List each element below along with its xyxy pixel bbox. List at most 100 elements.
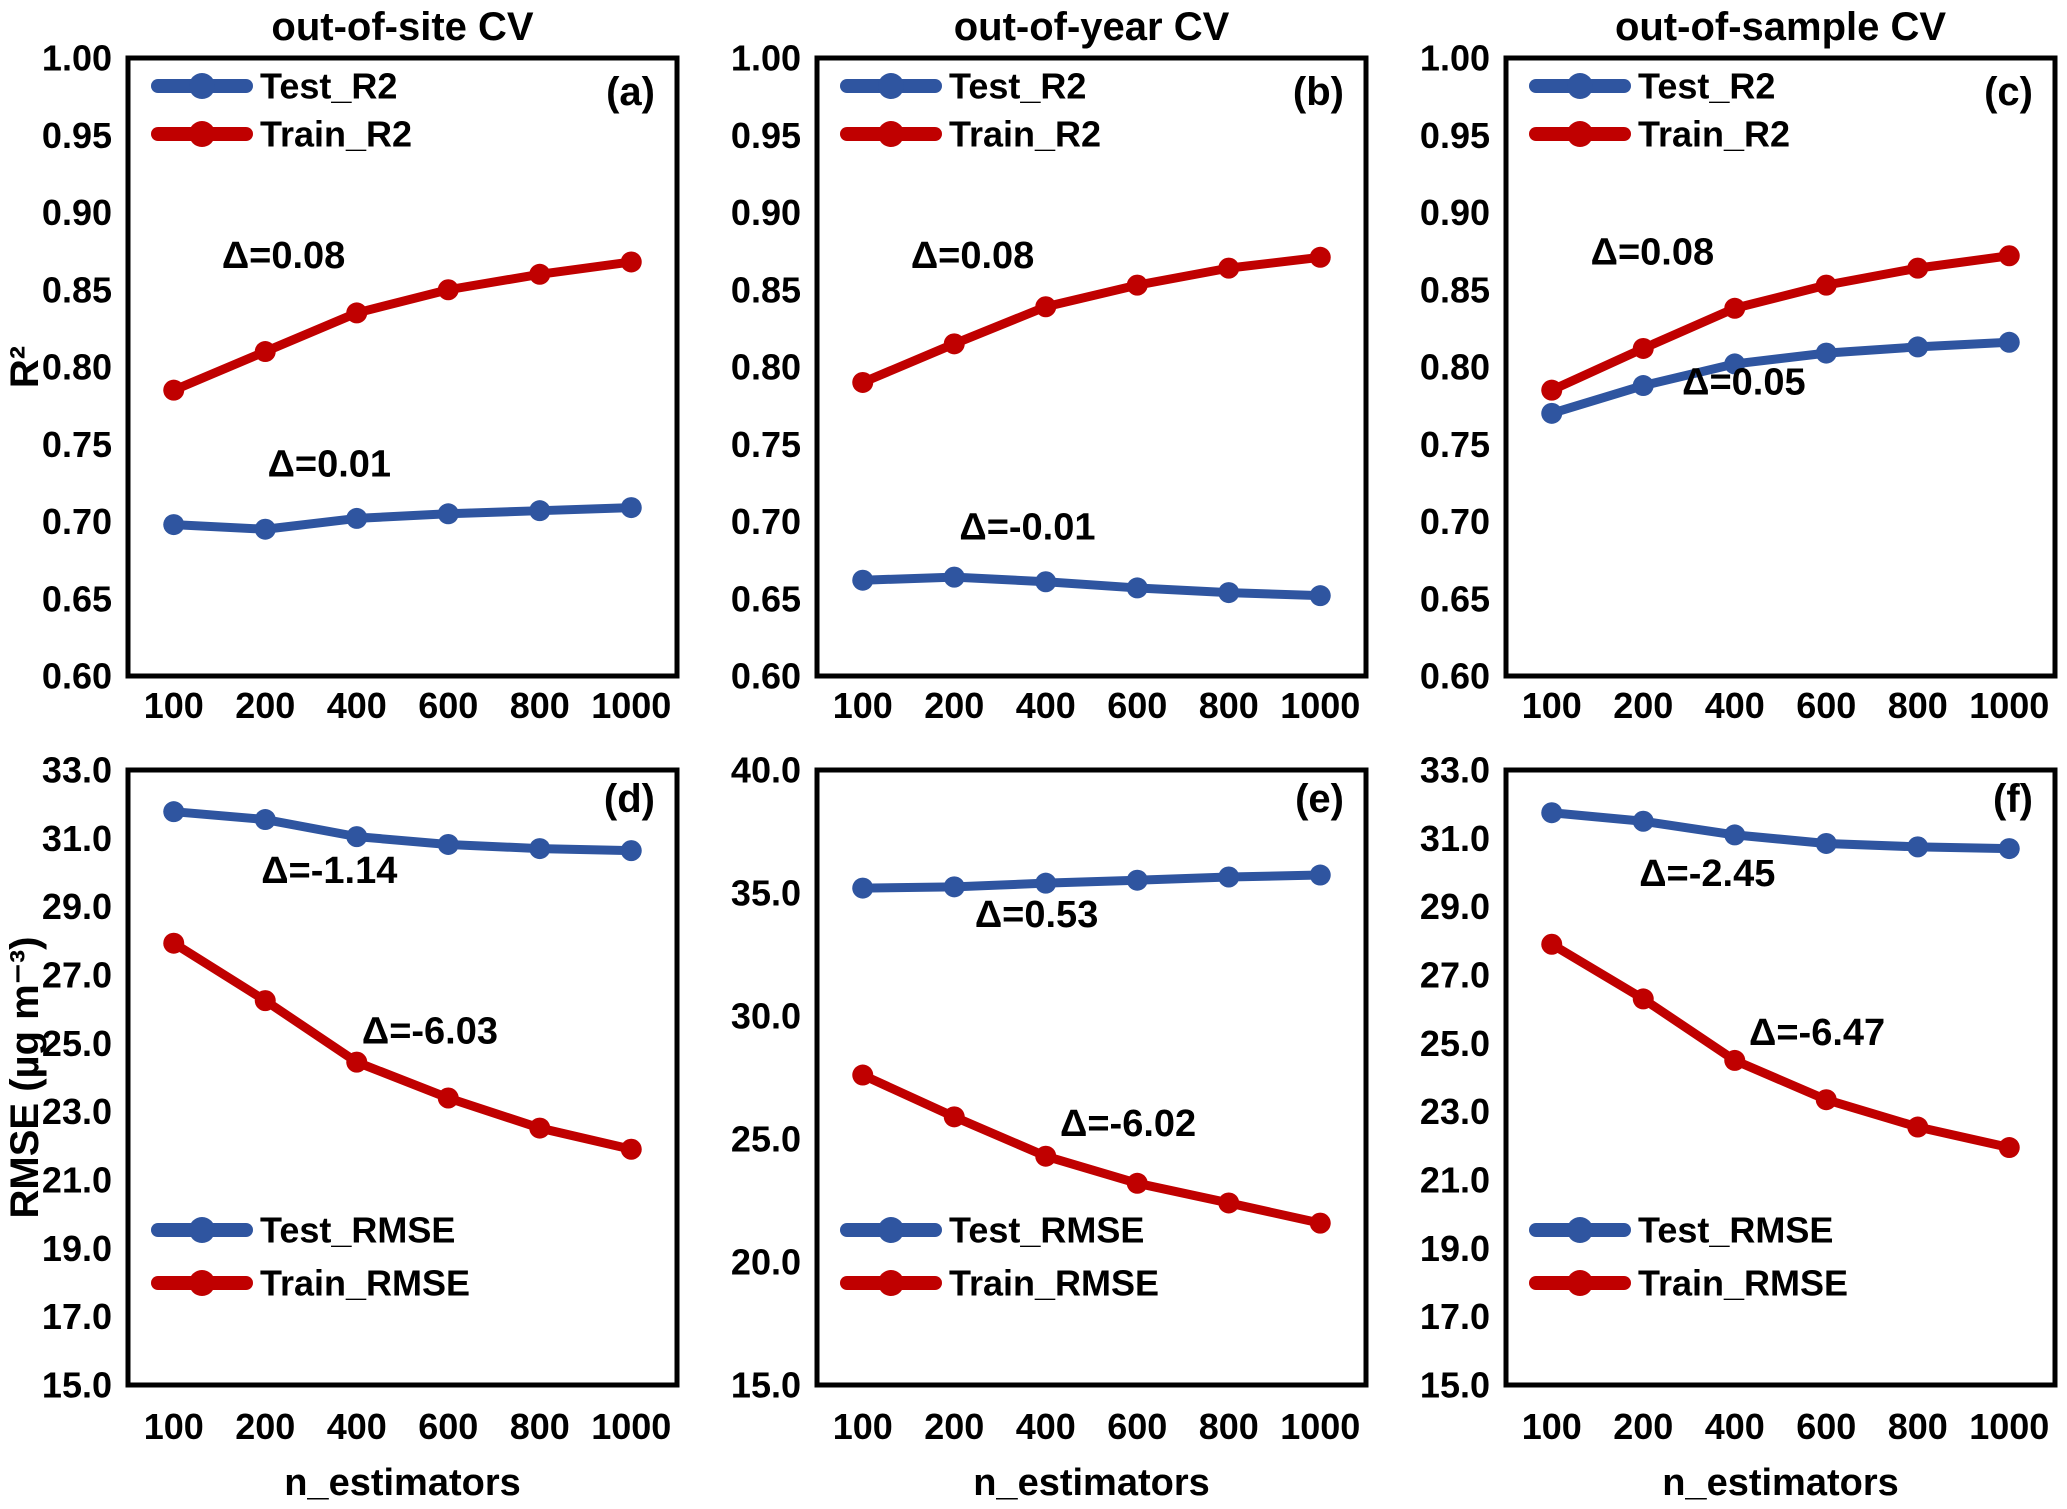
legend-label: Train_RMSE — [1638, 1263, 1848, 1304]
series-marker-test-r2 — [346, 507, 368, 529]
series-marker-train-r2 — [254, 341, 276, 363]
y-tick-label: 27.0 — [1420, 955, 1490, 996]
series-marker-train-r2 — [437, 279, 459, 301]
y-tick-label: 0.95 — [1420, 115, 1490, 156]
plot-border — [814, 767, 1369, 1388]
series-marker-test-rmse — [529, 838, 551, 860]
x-tick-label: 600 — [1107, 685, 1167, 726]
series-marker-train-rmse — [1815, 1089, 1837, 1111]
legend-marker-swatch — [189, 1270, 215, 1296]
x-tick-label: 600 — [1107, 1406, 1167, 1447]
y-tick-label: 0.85 — [42, 269, 112, 310]
series-marker-test-r2 — [1126, 577, 1148, 599]
series-marker-test-r2 — [1541, 402, 1563, 424]
x-tick-label: 600 — [1796, 1406, 1856, 1447]
plot-border — [125, 55, 680, 679]
legend-marker-swatch — [878, 1217, 904, 1243]
series-marker-test-r2 — [529, 500, 551, 522]
x-tick-label: 100 — [1522, 685, 1582, 726]
series-marker-test-rmse — [1998, 838, 2020, 860]
y-tick-label: 0.60 — [42, 656, 112, 697]
series-marker-train-r2 — [852, 371, 874, 393]
annotation-test: Δ=-2.45 — [1639, 853, 1775, 895]
x-tick-label: 800 — [1888, 1406, 1948, 1447]
annotation-test: Δ=-1.14 — [261, 850, 397, 892]
x-tick-label: 1000 — [1969, 685, 2049, 726]
series-marker-test-rmse — [1632, 810, 1654, 832]
legend-label: Test_R2 — [260, 66, 397, 107]
legend-item-test-rmse: Test_RMSE — [151, 1210, 455, 1251]
x-tick-label: 800 — [1888, 685, 1948, 726]
panel-e: 40.0 35.0 30.0 25.0 20.0 15.0 100 200 400 600 800 1… — [689, 745, 1378, 1509]
x-tick-label: 200 — [1613, 1406, 1673, 1447]
legend-item-test-rmse: Test_RMSE — [1529, 1210, 1833, 1251]
x-tick-label: 400 — [327, 1406, 387, 1447]
panel-letter-label: (c) — [1984, 70, 2033, 114]
y-tick-label: 0.85 — [731, 269, 801, 310]
x-tick-label: 800 — [510, 685, 570, 726]
x-tick-label: 400 — [1016, 685, 1076, 726]
series-marker-train-rmse — [1998, 1137, 2020, 1159]
x-axis-label: n_estimators — [284, 1462, 521, 1504]
chart-svg-d: 33.0 31.0 29.0 27.0 25.0 23.0 21.0 19.0 17.0 15.0… — [3, 750, 680, 1504]
legend-label: Test_R2 — [1638, 66, 1775, 107]
series-line-test-r2 — [858, 572, 1325, 601]
legend-item-test-r2: Test_R2 — [151, 66, 397, 107]
y-tick-label: 0.95 — [42, 115, 112, 156]
x-tick-label: 100 — [1522, 1406, 1582, 1447]
y-tick-label: 0.75 — [42, 424, 112, 465]
y-tick-label: 19.0 — [1420, 1228, 1490, 1269]
plot-border — [1503, 55, 2058, 679]
series-line-train-r2 — [169, 257, 636, 395]
y-tick-label: 0.75 — [1420, 424, 1490, 465]
series-marker-test-rmse — [1309, 864, 1331, 886]
x-tick-label: 200 — [235, 685, 295, 726]
legend-marker-swatch — [878, 1270, 904, 1296]
annotation-train: Δ=-6.02 — [1060, 1103, 1196, 1145]
series-marker-train-rmse — [1541, 933, 1563, 955]
series-line-test-r2 — [1547, 337, 2014, 418]
panel-letter-label: (e) — [1295, 777, 1344, 821]
x-tick-label: 800 — [510, 1406, 570, 1447]
series-marker-train-r2 — [1632, 337, 1654, 359]
series-marker-test-r2 — [163, 514, 185, 536]
y-tick-label: 21.0 — [1420, 1160, 1490, 1201]
panel-a: out-of-site CV 1.00 0.95 0.90 0.85 0.80 0.75 0.… — [0, 0, 689, 745]
series-marker-test-r2 — [1998, 331, 2020, 353]
series-line-train-r2 — [858, 252, 1325, 387]
legend-item-train-rmse: Train_RMSE — [151, 1263, 470, 1304]
series-marker-test-rmse — [1815, 832, 1837, 854]
y-tick-label: 0.90 — [1420, 192, 1490, 233]
series-marker-train-rmse — [437, 1087, 459, 1109]
y-tick-label: 0.90 — [42, 192, 112, 233]
x-axis-label: n_estimators — [973, 1462, 1210, 1504]
series-marker-train-rmse — [529, 1117, 551, 1139]
series-marker-test-r2 — [1815, 342, 1837, 364]
series-marker-train-rmse — [1724, 1049, 1746, 1071]
annotation-train: Δ=0.08 — [222, 235, 345, 277]
chart-svg-b: out-of-year CV 1.00 0.95 0.90 0.85 0.80 0.75 0.… — [731, 5, 1369, 726]
x-tick-label: 800 — [1199, 685, 1259, 726]
series-marker-test-rmse — [620, 840, 642, 862]
series-marker-train-r2 — [1907, 257, 1929, 279]
x-tick-label: 600 — [1796, 685, 1856, 726]
chart-svg-e: 40.0 35.0 30.0 25.0 20.0 15.0 100 200 400 600 800 1… — [731, 750, 1369, 1504]
series-line-test-rmse — [169, 807, 636, 856]
x-tick-label: 600 — [418, 685, 478, 726]
chart-title: out-of-site CV — [271, 5, 534, 49]
y-tick-label: 29.0 — [42, 886, 112, 927]
series-marker-train-r2 — [1815, 274, 1837, 296]
legend-item-test-r2: Test_R2 — [840, 66, 1086, 107]
series-marker-test-rmse — [1218, 866, 1240, 888]
x-tick-label: 400 — [1016, 1406, 1076, 1447]
series-line-test-rmse — [1547, 808, 2014, 854]
x-tick-label: 800 — [1199, 1406, 1259, 1447]
panel-d: 33.0 31.0 29.0 27.0 25.0 23.0 21.0 19.0 17.0 15.0… — [0, 745, 689, 1509]
y-tick-label: 0.80 — [731, 347, 801, 388]
legend-label: Train_R2 — [1638, 114, 1790, 155]
y-tick-label: 20.0 — [731, 1242, 801, 1283]
series-line-test-rmse — [858, 870, 1325, 893]
y-tick-label: 23.0 — [42, 1091, 112, 1132]
x-tick-label: 1000 — [1280, 1406, 1360, 1447]
series-marker-train-r2 — [163, 379, 185, 401]
